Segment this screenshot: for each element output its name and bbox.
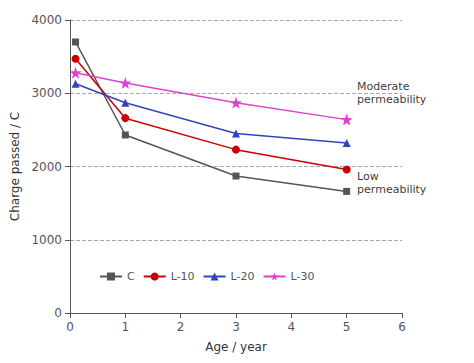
- svg-text:Age / year: Age / year: [205, 340, 267, 354]
- svg-text:permeability: permeability: [357, 183, 427, 196]
- svg-text:1: 1: [122, 320, 130, 334]
- svg-text:0: 0: [54, 306, 62, 320]
- svg-text:Moderate: Moderate: [357, 80, 410, 93]
- svg-text:L-20: L-20: [231, 270, 255, 283]
- svg-text:L-30: L-30: [290, 270, 314, 283]
- svg-text:3000: 3000: [31, 86, 62, 100]
- svg-text:2: 2: [177, 320, 185, 334]
- svg-text:0: 0: [66, 320, 74, 334]
- svg-text:permeability: permeability: [357, 93, 427, 106]
- svg-text:L-10: L-10: [171, 270, 195, 283]
- svg-text:Low: Low: [357, 170, 379, 183]
- svg-text:2000: 2000: [31, 160, 62, 174]
- svg-text:4: 4: [288, 320, 296, 334]
- svg-text:6: 6: [398, 320, 406, 334]
- svg-text:3: 3: [232, 320, 240, 334]
- svg-text:1000: 1000: [31, 233, 62, 247]
- svg-text:Charge passed / C: Charge passed / C: [8, 112, 22, 221]
- svg-text:4000: 4000: [31, 13, 62, 27]
- svg-text:5: 5: [343, 320, 351, 334]
- svg-text:C: C: [127, 270, 135, 283]
